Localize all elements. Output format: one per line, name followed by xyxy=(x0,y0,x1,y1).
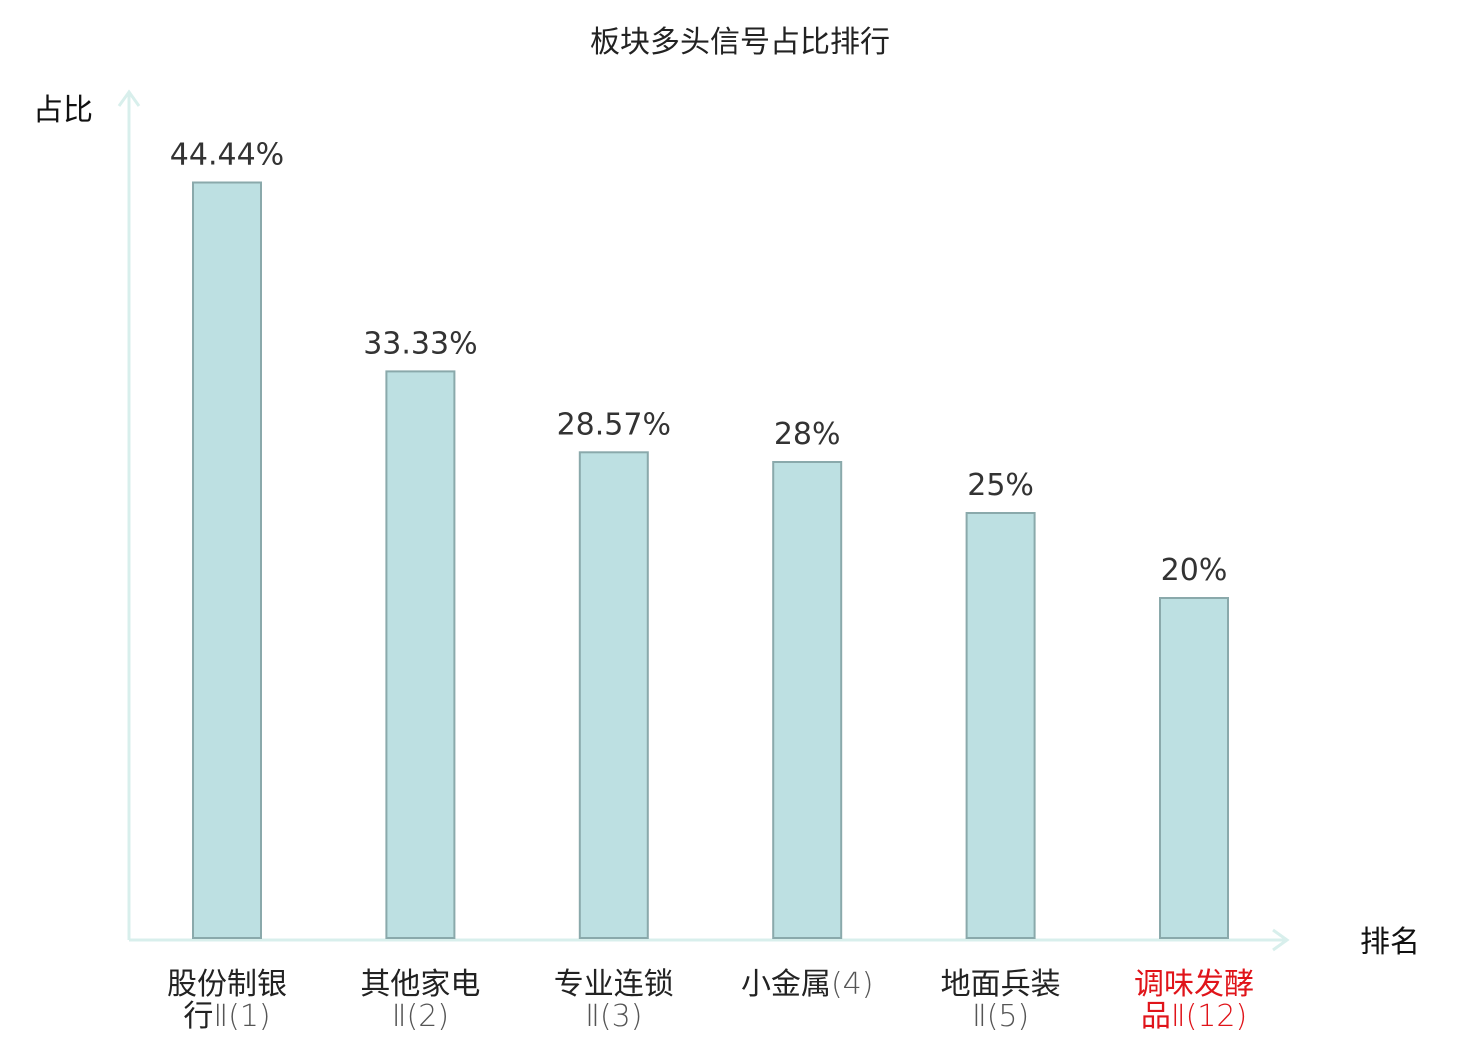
category-label-5: 地面兵装 xyxy=(941,967,1061,1002)
category-label-3: 专业连锁 xyxy=(554,967,674,1002)
bar-1 xyxy=(192,181,262,939)
data-label-3: 28.57% xyxy=(557,407,671,442)
y-axis xyxy=(117,89,141,940)
category-label-6: 调味发酵 xyxy=(1134,967,1254,1002)
category-label-1: 股份制银 xyxy=(167,967,287,1002)
x-axis-label: 排名 xyxy=(1360,925,1420,960)
bar-6 xyxy=(1159,597,1229,939)
data-label-5: 25% xyxy=(967,468,1034,503)
category-label-3-line2: Ⅱ(3) xyxy=(585,999,642,1034)
x-axis-arrow xyxy=(1272,928,1290,952)
data-label-2: 33.33% xyxy=(363,326,477,361)
bar-3 xyxy=(578,451,649,939)
y-axis-label: 占比 xyxy=(33,93,93,128)
bar-4 xyxy=(772,461,843,939)
bar-5 xyxy=(965,512,1036,939)
bar-2 xyxy=(385,370,456,939)
chart-title: 板块多头信号占比排行 xyxy=(590,25,890,60)
value-labels-group: 44.44% 33.33% 28.57% 28% 25% 20% xyxy=(170,138,1228,589)
bars-group xyxy=(192,181,1229,939)
data-label-6: 20% xyxy=(1161,553,1228,588)
x-axis xyxy=(129,928,1290,952)
category-label-5-line2: Ⅱ(5) xyxy=(972,999,1029,1034)
category-label-2: 其他家电 xyxy=(360,967,480,1002)
y-axis-arrow xyxy=(117,89,141,107)
category-label-2-line2: Ⅱ(2) xyxy=(392,999,449,1034)
data-label-4: 28% xyxy=(774,417,841,452)
category-label-6-line2: 品Ⅱ(12) xyxy=(1141,999,1247,1034)
category-label-4: 小金属(4) xyxy=(741,967,874,1002)
category-label-1-line2: 行Ⅱ(1) xyxy=(183,999,270,1034)
data-label-1: 44.44% xyxy=(170,138,284,173)
